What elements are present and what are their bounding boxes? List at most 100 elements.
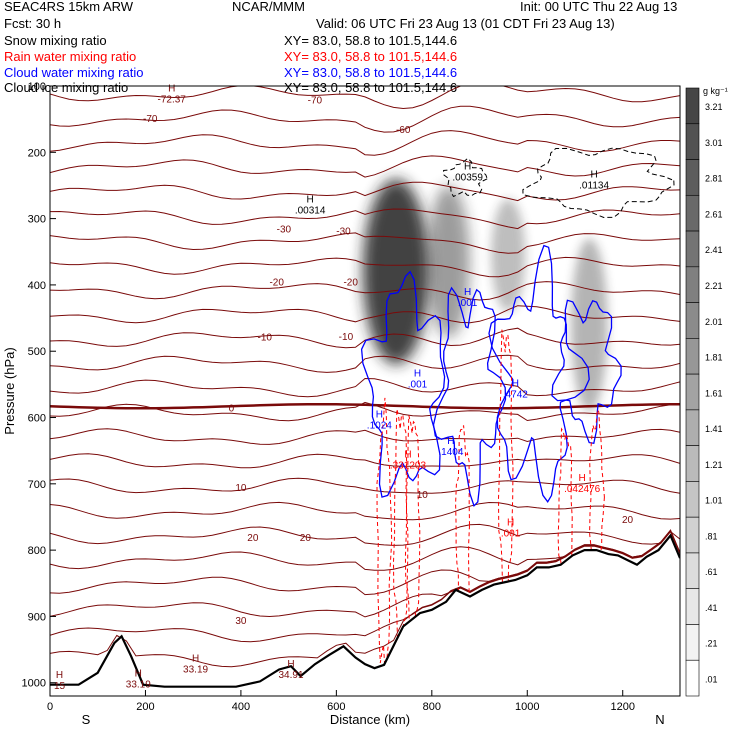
isotherm-contour	[50, 208, 680, 230]
extremum-marker: H	[192, 653, 199, 664]
field-ice-xy: XY= 83.0, 58.8 to 101.5,144.6	[284, 80, 458, 95]
field-cloud-xy: XY= 83.0, 58.8 to 101.5,144.6	[284, 65, 458, 80]
field-ice-name: Cloud ice mixing ratio	[4, 80, 129, 95]
colorbar-swatch	[685, 445, 700, 482]
extremum-marker: H	[135, 669, 142, 680]
extremum-marker: H	[287, 659, 294, 670]
colorbar-unit: g kg⁻¹	[703, 86, 728, 96]
snow-column-1	[362, 178, 430, 365]
isotherm-label: -30	[277, 225, 292, 236]
extremum-marker: H	[447, 436, 454, 447]
freezing-level-contour	[50, 403, 680, 410]
extremum-value: .01134	[579, 180, 609, 191]
isotherm-contour	[50, 256, 680, 278]
snow-column-2	[427, 185, 470, 338]
extremum-marker: H	[579, 473, 586, 484]
colorbar-swatch	[685, 552, 700, 590]
y-tick-label: 800	[28, 545, 46, 557]
extremum-value: .00359	[452, 173, 483, 184]
terrain-fill	[50, 535, 680, 696]
init-time: Init: 00 UTC Thu 22 Aug 13	[520, 0, 678, 14]
isotherm-label: 10	[417, 490, 429, 501]
cloud-water-contour	[360, 270, 446, 498]
isotherm-contour	[50, 105, 680, 133]
extremum-value: 34.91	[279, 670, 304, 681]
isotherm-contour	[50, 523, 680, 546]
isotherm-label: -20	[269, 278, 284, 289]
y-axis-label: Pressure (hPa)	[2, 347, 17, 434]
colorbar-swatch	[685, 624, 700, 661]
extremum-marker: H	[56, 670, 63, 681]
isotherm-contour	[50, 281, 680, 301]
isotherm-contour	[50, 155, 680, 178]
cloud-water-contour	[488, 244, 590, 503]
colorbar-label: 1.21	[705, 460, 723, 470]
colorbar-label: 2.61	[705, 209, 723, 219]
colorbar-swatch	[685, 373, 700, 411]
field-snow-name: Snow mixing ratio	[4, 33, 107, 48]
y-tick-label: 200	[28, 147, 46, 159]
extremum-value: .042476	[564, 484, 601, 495]
isotherm-label: -20	[343, 278, 358, 289]
isotherm-contour	[50, 181, 680, 202]
rain-water-contour	[404, 415, 421, 658]
extremum-value: .001	[501, 529, 521, 540]
colorbar-label: 1.81	[705, 353, 723, 363]
colorbar-label: 3.21	[705, 102, 723, 112]
isotherm-contour	[50, 501, 680, 521]
extremum-value: 33.19	[126, 680, 151, 691]
isotherm-contour	[50, 354, 680, 373]
colorbar-swatch	[685, 87, 700, 125]
isotherm-contour	[50, 453, 680, 469]
y-tick-label: 1000	[22, 678, 46, 690]
isotherm-contour	[50, 130, 680, 156]
isotherm-label: 20	[622, 515, 634, 526]
isotherm-label: 0	[229, 404, 235, 415]
y-tick-label: 300	[28, 214, 46, 226]
colorbar-label: 2.21	[705, 281, 723, 291]
rain-water-contour	[497, 329, 514, 623]
x-tick-label: 0	[47, 701, 53, 713]
colorbar-swatch	[685, 338, 700, 375]
south-label: S	[82, 712, 91, 727]
cloud-ice-contour	[522, 147, 675, 219]
x-tick-label: 200	[136, 701, 154, 713]
colorbar-swatch	[685, 588, 700, 625]
extremum-marker: H	[306, 195, 313, 206]
extremum-marker: H	[168, 83, 175, 94]
isotherm-contour	[50, 232, 680, 254]
isotherm-contour	[50, 529, 680, 668]
cloud-water-contour	[551, 299, 622, 445]
colorbar-label: .41	[705, 603, 718, 613]
field-rain-xy: XY= 83.0, 58.8 to 101.5,144.6	[284, 49, 458, 64]
extremum-value: -72.37	[158, 94, 187, 105]
x-axis-label: Distance (km)	[330, 712, 410, 727]
isotherm-label: -70	[308, 95, 323, 106]
rain-water-contour	[376, 397, 393, 671]
org-label: NCAR/MMM	[232, 0, 305, 14]
extremum-value: .001	[458, 298, 478, 309]
plot-frame	[49, 85, 681, 697]
field-snow-xy: XY= 83.0, 58.8 to 101.5,144.6	[284, 33, 458, 48]
extremum-marker: H	[590, 169, 597, 180]
extremum-value: .001	[408, 379, 428, 390]
extremum-value: .331203	[390, 460, 427, 471]
isotherm-label: 20	[300, 533, 312, 544]
colorbar-swatch	[685, 409, 700, 446]
rain-water-contour	[392, 408, 409, 674]
x-tick-label: 1200	[610, 701, 634, 713]
forecast-hour: Fcst: 30 h	[4, 16, 62, 31]
model-title: SEAC4RS 15km ARW	[4, 0, 134, 14]
valid-time: Valid: 06 UTC Fri 23 Aug 13 (01 CDT Fri …	[316, 16, 615, 31]
extremum-value: .4742	[503, 389, 528, 400]
isotherm-label: 20	[247, 533, 259, 544]
plot-header: SEAC4RS 15km ARW NCAR/MMM Init: 00 UTC T…	[0, 0, 740, 100]
cloud-water-contour	[432, 286, 507, 507]
extremum-marker: H	[507, 518, 514, 529]
colorbar-label: 1.01	[705, 496, 723, 506]
snow-column-3	[491, 198, 526, 312]
isotherm-label: -30	[336, 227, 351, 238]
colorbar-label: 2.81	[705, 174, 723, 184]
isotherm-contour	[50, 86, 680, 110]
